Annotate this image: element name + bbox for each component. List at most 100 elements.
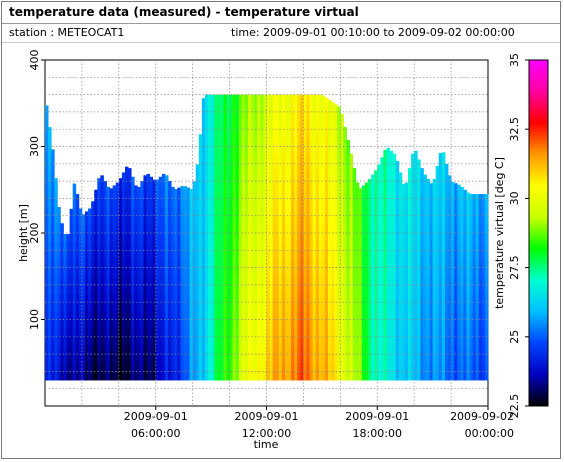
heatmap-cell (266, 233, 270, 243)
heatmap-cell (411, 345, 415, 355)
heatmap-cell (251, 362, 255, 372)
heatmap-cell (423, 276, 427, 286)
heatmap-cell (60, 345, 64, 355)
heatmap-cell (414, 233, 418, 243)
heatmap-cell (244, 215, 249, 225)
heatmap-cell (171, 189, 175, 199)
heatmap-cell (324, 354, 329, 364)
heatmap-cell (374, 198, 378, 208)
heatmap-cell (192, 250, 197, 260)
heatmap-cell (441, 207, 446, 217)
heatmap-cell (444, 319, 449, 329)
heatmap-cell (300, 267, 304, 277)
heatmap-cell (321, 336, 326, 346)
heatmap-cell (444, 172, 449, 182)
heatmap-cell (395, 267, 400, 277)
heatmap-cell (94, 207, 98, 217)
heatmap-cell (146, 224, 150, 234)
heatmap-cell (112, 215, 117, 225)
heatmap-cell (48, 328, 52, 338)
heatmap-cell (441, 155, 446, 165)
heatmap-cell (371, 371, 375, 381)
heatmap-cell (174, 371, 178, 381)
heatmap-cell (377, 302, 381, 312)
heatmap-cell (263, 94, 267, 104)
heatmap-cell (174, 189, 178, 191)
heatmap-cell (143, 328, 147, 338)
heatmap-cell (278, 129, 283, 139)
heatmap-cell (398, 293, 403, 303)
heatmap-cell (124, 328, 129, 338)
heatmap-cell (109, 362, 114, 372)
heatmap-cell (208, 362, 212, 372)
heatmap-cell (306, 258, 310, 268)
heatmap-cell (164, 345, 169, 355)
heatmap-cell (463, 371, 467, 381)
heatmap-cell (269, 215, 274, 225)
heatmap-cell (143, 293, 147, 303)
heatmap-cell (312, 354, 317, 364)
heatmap-cell (294, 250, 298, 260)
heatmap-cell (171, 258, 175, 268)
heatmap-cell (164, 233, 169, 243)
heatmap-cell (189, 224, 194, 234)
heatmap-cell (140, 328, 144, 338)
heatmap-cell (121, 198, 126, 208)
heatmap-cell (475, 194, 480, 199)
heatmap-cell (263, 215, 267, 225)
heatmap-cell (186, 276, 190, 286)
heatmap-cell (226, 284, 230, 294)
heatmap-cell (180, 186, 184, 191)
heatmap-cell (472, 250, 477, 260)
heatmap-cell (309, 241, 314, 251)
heatmap-cell (386, 224, 390, 234)
heatmap-cell (45, 105, 49, 113)
heatmap-cell (51, 233, 55, 243)
heatmap-cell (100, 198, 104, 208)
heatmap-cell (414, 155, 418, 165)
heatmap-cell (260, 336, 264, 346)
heatmap-cell (143, 267, 147, 277)
heatmap-cell (254, 233, 258, 243)
heatmap-cell (201, 336, 206, 346)
heatmap-cell (57, 302, 61, 312)
heatmap-cell (51, 362, 55, 372)
heatmap-cell (426, 241, 430, 251)
heatmap-cell (226, 129, 230, 139)
heatmap-cell (192, 198, 197, 208)
heatmap-cell (328, 137, 332, 147)
heatmap-cell (155, 198, 160, 208)
heatmap-cell (472, 267, 477, 277)
heatmap-cell (355, 267, 360, 277)
heatmap-cell (84, 258, 89, 268)
heatmap-cell (186, 187, 190, 191)
heatmap-cell (121, 345, 126, 355)
heatmap-cell (269, 250, 274, 260)
heatmap-cell (328, 120, 332, 130)
heatmap-cell (229, 137, 234, 147)
heatmap-cell (337, 189, 341, 199)
heatmap-cell (352, 354, 357, 364)
heatmap-cell (380, 293, 384, 303)
heatmap-cell (192, 215, 197, 225)
heatmap-cell (48, 181, 52, 191)
heatmap-cell (97, 371, 101, 381)
heatmap-cell (266, 103, 270, 113)
heatmap-cell (275, 172, 280, 182)
heatmap-cell (134, 371, 138, 381)
heatmap-cell (254, 94, 258, 104)
heatmap-cell (248, 155, 252, 165)
heatmap-cell (297, 103, 301, 113)
heatmap-cell (155, 371, 160, 381)
heatmap-cell (392, 163, 397, 173)
heatmap-cell (321, 276, 326, 286)
heatmap-cell (423, 258, 427, 268)
heatmap-cell (81, 310, 86, 320)
heatmap-cell (414, 284, 418, 294)
heatmap-cell (284, 189, 289, 199)
heatmap-cell (260, 224, 264, 234)
heatmap-cell (435, 165, 440, 173)
heatmap-cell (392, 153, 397, 156)
heatmap-cell (438, 233, 443, 243)
heatmap-cell (137, 215, 141, 225)
